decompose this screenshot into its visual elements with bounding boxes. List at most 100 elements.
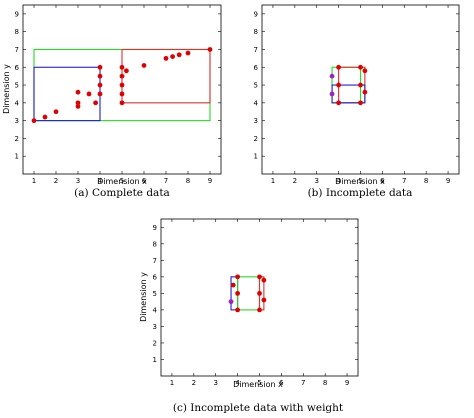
x-tick-label: 4 xyxy=(235,379,240,387)
x-tick-label: 8 xyxy=(186,177,190,185)
x-tick-label: 5 xyxy=(120,177,124,185)
data-point xyxy=(329,73,335,79)
data-point xyxy=(228,299,234,305)
x-tick-label: 2 xyxy=(54,177,58,185)
data-point xyxy=(235,274,241,280)
y-tick-label: 9 xyxy=(15,10,19,18)
data-point xyxy=(207,47,213,52)
panel-incomplete-data-with-weight: 1 2 3 4 5 6 7 8 9 1 2 3 4 5 6 7 8 9 Dimension x Dimension… xyxy=(139,218,359,414)
x-axis-label-b: Dimension x xyxy=(335,177,385,186)
data-point xyxy=(257,307,262,313)
data-point xyxy=(119,73,125,79)
data-point xyxy=(86,91,92,97)
x-tick-label: 1 xyxy=(32,177,36,185)
x-tick-label: 6 xyxy=(142,177,147,185)
y-tick-label: 6 xyxy=(15,64,20,72)
data-point xyxy=(329,91,335,97)
y-tick-label: 6 xyxy=(153,273,158,281)
data-point xyxy=(257,290,262,296)
y-tick-label: 3 xyxy=(15,117,19,125)
x-tick-label: 7 xyxy=(301,379,305,387)
x-tick-label: 6 xyxy=(279,379,284,387)
data-point xyxy=(235,290,241,296)
data-point xyxy=(53,109,59,115)
data-point xyxy=(185,50,191,56)
data-point xyxy=(97,91,103,97)
data-point xyxy=(336,100,342,106)
x-tick-label: 1 xyxy=(271,177,275,185)
caption-a: (a) Complete data xyxy=(74,187,170,199)
x-tick-label: 1 xyxy=(170,379,174,387)
data-point xyxy=(358,82,363,88)
data-point xyxy=(358,100,363,106)
x-tick-label: 9 xyxy=(208,177,212,185)
data-point xyxy=(124,68,129,74)
y-tick-label: 6 xyxy=(254,64,259,72)
x-tick-label: 4 xyxy=(336,177,341,185)
x-tick-label: 2 xyxy=(192,379,196,387)
data-point xyxy=(163,55,169,61)
data-point xyxy=(358,64,363,70)
data-point xyxy=(75,89,81,95)
data-point xyxy=(75,104,81,109)
y-tick-label: 3 xyxy=(254,117,258,125)
data-point xyxy=(261,297,267,303)
marks-b: 1 2 3 4 5 6 7 8 9 1 2 3 4 5 6 7 8 9 xyxy=(254,5,459,185)
y-tick-label: 3 xyxy=(153,323,157,331)
data-point xyxy=(119,64,125,70)
y-tick-label: 2 xyxy=(254,135,258,143)
y-tick-label: 4 xyxy=(153,306,158,314)
data-point xyxy=(42,114,48,120)
x-tick-label: 8 xyxy=(323,379,327,387)
x-tick-label: 9 xyxy=(345,379,349,387)
y-tick-label: 8 xyxy=(15,28,19,36)
data-point xyxy=(235,307,241,313)
y-tick-label: 8 xyxy=(254,28,258,36)
y-tick-label: 9 xyxy=(254,10,258,18)
data-point xyxy=(170,54,176,59)
x-tick-label: 3 xyxy=(76,177,80,185)
y-axis-label-a: Dimension y xyxy=(2,64,11,114)
panel-incomplete-data: 1 2 3 4 5 6 7 8 9 1 2 3 4 5 6 7 8 9 Dimension x (b) Incom… xyxy=(254,4,460,199)
y-tick-label: 5 xyxy=(153,290,157,298)
y-tick-label: 1 xyxy=(153,356,157,364)
y-tick-label: 1 xyxy=(15,153,19,161)
y-tick-label: 7 xyxy=(15,46,19,54)
y-tick-label: 1 xyxy=(254,153,258,161)
y-tick-label: 7 xyxy=(254,46,258,54)
marks-c: 1 2 3 4 5 6 7 8 9 1 2 3 4 5 6 7 8 9 xyxy=(153,219,358,387)
x-tick-label: 5 xyxy=(358,177,362,185)
green-box xyxy=(237,276,261,311)
data-point xyxy=(75,100,81,106)
caption-b: (b) Incomplete data xyxy=(308,187,413,199)
x-axis-label-a: Dimension x xyxy=(97,177,147,186)
y-tick-label: 4 xyxy=(254,99,259,107)
data-point xyxy=(119,82,125,88)
x-axis-label-c: Dimension x xyxy=(233,380,283,389)
data-point xyxy=(261,277,267,283)
data-point xyxy=(97,73,103,79)
x-tick-label: 9 xyxy=(446,177,450,185)
panel-complete-data: 1 2 3 4 5 6 7 8 9 1 2 3 4 5 6 7 8 9 Dimension x Dimension… xyxy=(2,4,222,199)
x-tick-label: 7 xyxy=(164,177,168,185)
data-point xyxy=(336,64,342,70)
data-point xyxy=(362,68,368,74)
x-tick-label: 3 xyxy=(314,177,318,185)
x-tick-label: 8 xyxy=(424,177,428,185)
data-point xyxy=(119,100,125,106)
y-tick-label: 8 xyxy=(153,240,157,248)
data-point xyxy=(362,89,368,95)
x-tick-label: 2 xyxy=(293,177,297,185)
y-axis-label-c: Dimension y xyxy=(139,272,148,322)
x-tick-label: 5 xyxy=(257,379,261,387)
data-point xyxy=(97,64,103,70)
x-tick-label: 6 xyxy=(380,177,385,185)
data-point xyxy=(336,82,342,88)
y-tick-label: 7 xyxy=(153,257,157,265)
y-tick-label: 5 xyxy=(254,82,258,90)
y-tick-label: 4 xyxy=(15,99,20,107)
data-point xyxy=(257,274,262,280)
y-tick-label: 2 xyxy=(153,339,157,347)
data-point xyxy=(119,91,125,97)
